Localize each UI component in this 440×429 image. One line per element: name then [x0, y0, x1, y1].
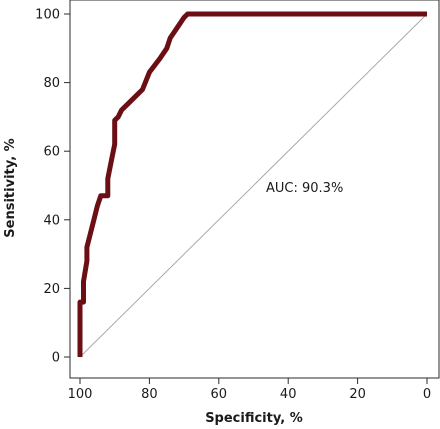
y-tick-label: 40 [43, 213, 60, 228]
x-tick-label: 60 [211, 387, 228, 402]
y-tick-label: 20 [43, 282, 60, 297]
x-tick-label: 40 [280, 387, 297, 402]
x-tick-label: 80 [141, 387, 158, 402]
x-axis-title: Specificity, % [205, 411, 303, 426]
axis-ticks: 100 80 60 40 20 0 0 20 40 60 80 100 [35, 8, 431, 403]
auc-annotation: AUC: 90.3% [266, 181, 343, 196]
reference-diagonal-line [79, 13, 428, 358]
y-tick-label: 100 [35, 8, 60, 23]
roc-curve-layer [77, 11, 427, 357]
x-tick-label: 0 [423, 387, 431, 402]
x-tick-label: 100 [68, 387, 93, 402]
roc-curve-line [77, 11, 427, 357]
y-tick-label: 0 [52, 351, 60, 366]
x-tick-label: 20 [349, 387, 366, 402]
y-tick-label: 60 [43, 145, 60, 160]
reference-line-layer [79, 13, 428, 358]
y-tick-label: 80 [43, 76, 60, 91]
y-axis-title: Sensitivity, % [3, 138, 18, 237]
